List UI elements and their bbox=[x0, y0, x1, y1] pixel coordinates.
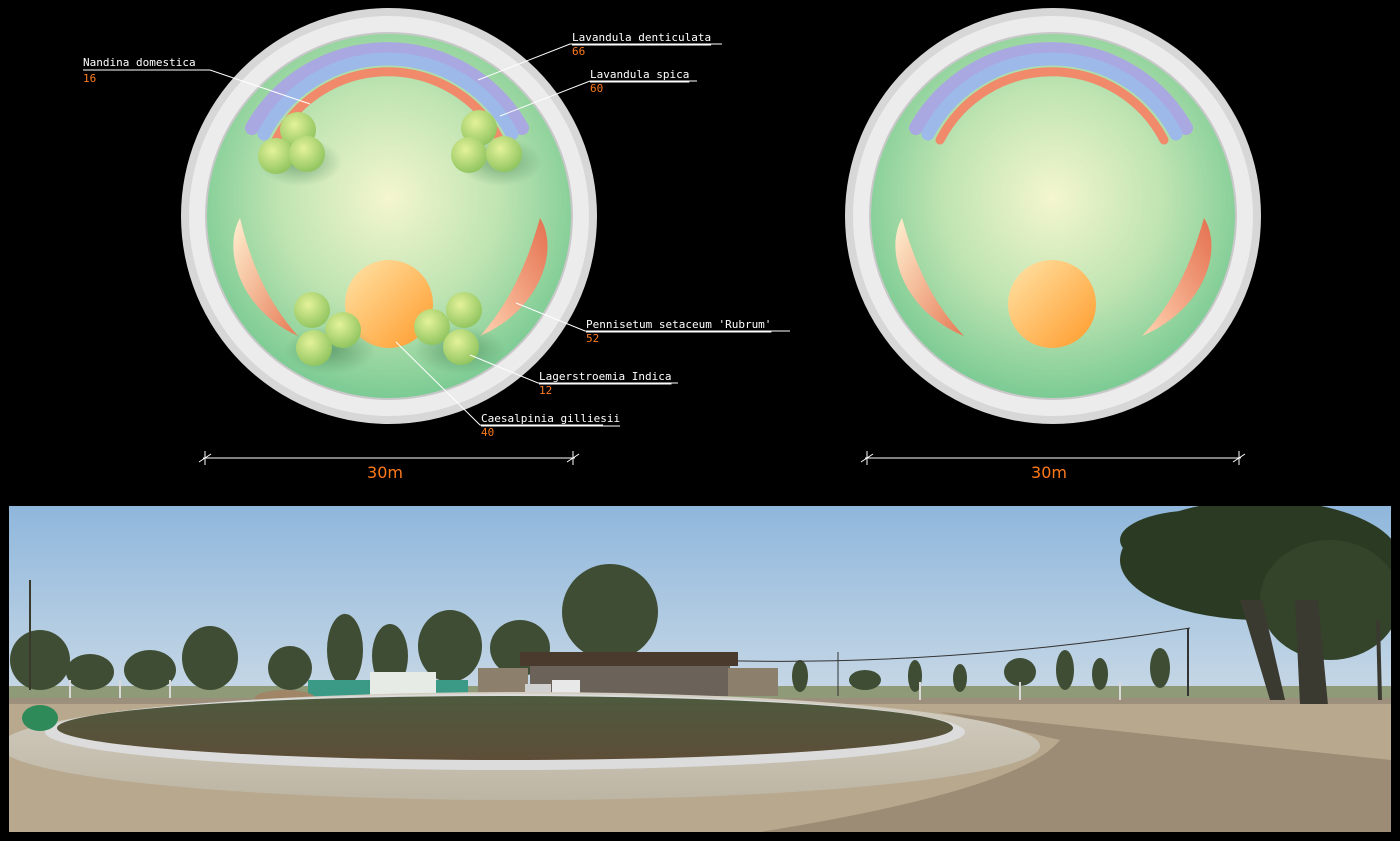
nandina-shrub bbox=[486, 136, 522, 172]
lagerstroemia-shrub bbox=[446, 292, 482, 328]
label-qty: 52 bbox=[586, 332, 599, 345]
site-container bbox=[370, 672, 436, 696]
lagerstroemia-shrub bbox=[296, 330, 332, 366]
plant-label-lavandula-denticulata: Lavandula denticulata 66 bbox=[572, 31, 711, 58]
plant-label-caesalpinia: Caesalpinia gilliesii 40 bbox=[481, 412, 620, 439]
label-qty: 12 bbox=[539, 384, 552, 397]
nandina-shrub bbox=[289, 136, 325, 172]
center-island bbox=[57, 696, 953, 760]
label-qty: 66 bbox=[572, 45, 585, 58]
building-canopy bbox=[520, 652, 738, 666]
scale-label-left: 30m bbox=[367, 463, 403, 482]
plant-label-lavandula-spica: Lavandula spica 60 bbox=[590, 68, 689, 95]
label-name: Lagerstroemia Indica bbox=[539, 370, 671, 383]
label-qty: 40 bbox=[481, 426, 494, 439]
label-qty: 60 bbox=[590, 82, 603, 95]
label-qty: 16 bbox=[83, 72, 96, 85]
plant-label-nandina: Nandina domestica 16 bbox=[83, 56, 196, 85]
left-roundabout-plan: Nandina domestica 16 Lavandula denticula… bbox=[83, 8, 790, 482]
wall bbox=[478, 668, 528, 696]
label-name: Nandina domestica bbox=[83, 56, 196, 69]
caesalpinia-bed bbox=[1008, 260, 1096, 348]
wall bbox=[728, 668, 778, 696]
right-roundabout-plan: 30m bbox=[845, 8, 1261, 482]
label-name: Pennisetum setaceum 'Rubrum' bbox=[586, 318, 771, 331]
nandina-shrub bbox=[451, 137, 487, 173]
plant-label-lagerstroemia: Lagerstroemia Indica 12 bbox=[539, 370, 671, 397]
scale-label-right: 30m bbox=[1031, 463, 1067, 482]
label-name: Caesalpinia gilliesii bbox=[481, 412, 620, 425]
lagerstroemia-shrub bbox=[294, 292, 330, 328]
label-name: Lavandula spica bbox=[590, 68, 689, 81]
label-name: Lavandula denticulata bbox=[572, 31, 711, 44]
plant-label-pennisetum: Pennisetum setaceum 'Rubrum' 52 bbox=[586, 318, 771, 345]
lagerstroemia-shrub bbox=[443, 329, 479, 365]
nandina-shrub bbox=[258, 138, 294, 174]
manhole-cover bbox=[22, 705, 58, 731]
roundabout-under-construction-photo bbox=[0, 500, 1400, 832]
